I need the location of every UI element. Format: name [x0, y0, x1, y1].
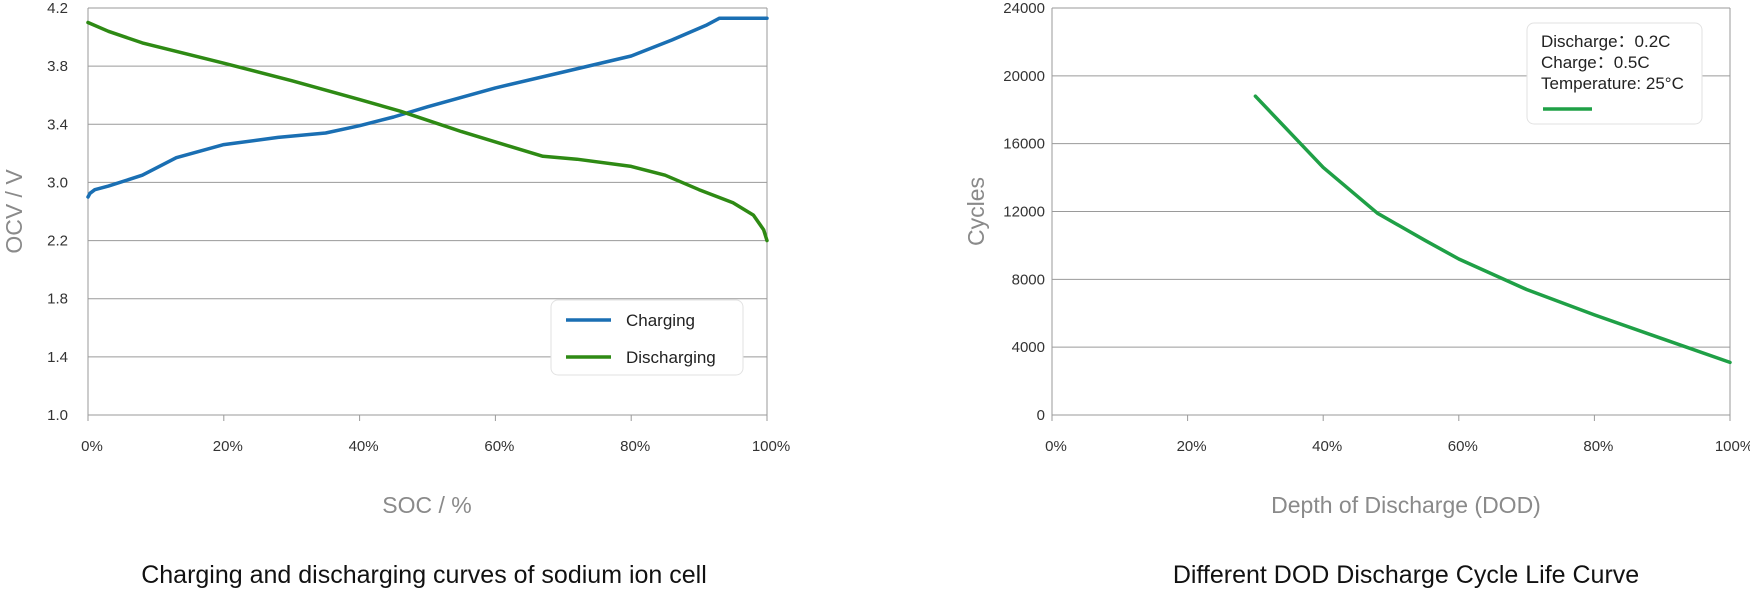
- x-tick-label: 40%: [1312, 438, 1342, 455]
- x-tick-label: 40%: [349, 438, 379, 455]
- y-tick-label: 1.0: [47, 407, 68, 424]
- y-tick-label: 3.8: [47, 58, 68, 75]
- series-line-charging: [86, 16, 769, 199]
- legend-text: Charge：0.5C: [1541, 53, 1650, 72]
- y-axis-label: Cycles: [963, 177, 989, 246]
- x-tick-label: 0%: [1045, 438, 1067, 455]
- chart-title: Different DOD Discharge Cycle Life Curve: [1173, 561, 1639, 589]
- y-tick-label: 20000: [1003, 68, 1045, 85]
- y-tick-label: 3.0: [47, 174, 68, 191]
- x-tick-label: 100%: [752, 438, 790, 455]
- y-tick-label: 1.8: [47, 291, 68, 308]
- x-tick-label: 0%: [81, 438, 103, 455]
- y-tick-label: 3.4: [47, 116, 68, 133]
- x-tick-label: 100%: [1715, 438, 1750, 455]
- x-tick-label: 60%: [1448, 438, 1478, 455]
- x-tick-label: 80%: [1583, 438, 1613, 455]
- x-tick-label: 80%: [620, 438, 650, 455]
- chart-soc: 1.0 1.4 1.8 2.2 3.0 3.4 3.8 4.2 0% 20% 40% 60% 80% 10…: [1, 0, 790, 589]
- series-line-cycles: [1253, 94, 1732, 365]
- y-tick-label: 4000: [1012, 339, 1045, 356]
- y-tick-label: 0: [1037, 407, 1045, 424]
- legend-label: Charging: [626, 311, 695, 330]
- series-line-discharging: [86, 20, 769, 243]
- x-tick-label: 20%: [213, 438, 243, 455]
- chart-title: Charging and discharging curves of sodiu…: [141, 561, 707, 589]
- x-axis-label: Depth of Discharge (DOD): [1271, 492, 1541, 518]
- legend-text: Temperature: 25°C: [1541, 74, 1684, 93]
- chart-dod: 0 4000 8000 12000 16000 20000 24000 0% 20% 40% 60%…: [963, 0, 1750, 589]
- x-tick-label: 60%: [484, 438, 514, 455]
- y-tick-label: 12000: [1003, 204, 1045, 221]
- x-tick-label: 20%: [1177, 438, 1207, 455]
- y-axis-label: OCV / V: [1, 169, 27, 254]
- legend-text: Discharge：0.2C: [1541, 32, 1670, 51]
- y-tick-label: 24000: [1003, 0, 1045, 17]
- legend-box: [1526, 22, 1703, 125]
- x-axis-label: SOC / %: [382, 492, 471, 518]
- y-tick-label: 1.4: [47, 349, 68, 366]
- y-tick-label: 16000: [1003, 136, 1045, 153]
- y-tick-label: 2.2: [47, 233, 68, 250]
- y-tick-label: 4.2: [47, 0, 68, 17]
- y-tick-label: 8000: [1012, 271, 1045, 288]
- legend-label: Discharging: [626, 348, 716, 367]
